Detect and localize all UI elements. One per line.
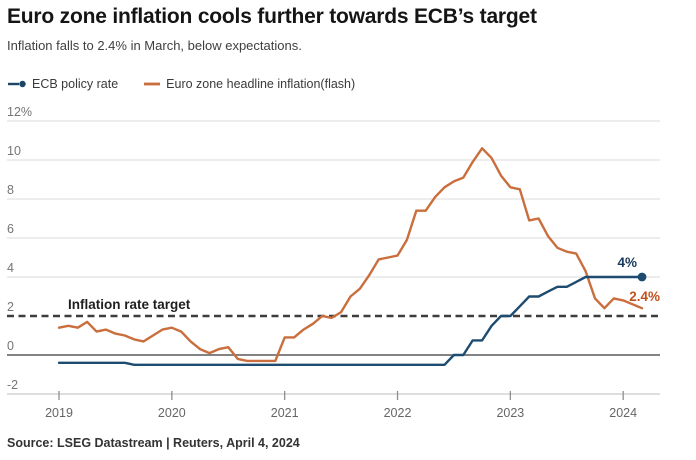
source-attribution: Source: LSEG Datastream | Reuters, April… <box>7 436 300 450</box>
legend-item-ecb-policy-rate: ECB policy rate <box>8 77 118 91</box>
x-axis-label: 2019 <box>45 406 73 420</box>
series-line-inflation <box>57 147 644 363</box>
x-axis-label: 2022 <box>384 406 412 420</box>
y-axis-label: 10 <box>7 144 21 158</box>
line-chart: 12% 10 8 6 4 2 0 -2 2019 2020 2021 2022 2023 2024 Infl… <box>7 105 660 420</box>
x-axis-label: 2024 <box>609 406 637 420</box>
y-axis-label: -2 <box>7 378 18 392</box>
inflation-target-label: Inflation rate target <box>68 297 191 312</box>
series-end-label: 2.4% <box>629 289 660 304</box>
chart-area: 12% 10 8 6 4 2 0 -2 2019 2020 2021 2022 2023 2024 Infl… <box>0 100 696 430</box>
y-axis-label: 8 <box>7 183 14 197</box>
y-axis-label: 12% <box>7 105 32 119</box>
line-marker-icon <box>144 82 161 86</box>
line-dot-marker-icon <box>8 80 26 88</box>
legend-label-inflation: Euro zone headline inflation(flash) <box>166 77 356 91</box>
legend-label-ecb-policy-rate: ECB policy rate <box>32 77 119 91</box>
y-axis-label: 0 <box>7 339 14 353</box>
legend-item-inflation: Euro zone headline inflation(flash) <box>144 77 355 91</box>
chart-legend: ECB policy rate Euro zone headline infla… <box>8 77 355 91</box>
x-axis-label: 2021 <box>271 406 299 420</box>
chart-subtitle: Inflation falls to 2.4% in March, below … <box>7 38 302 53</box>
series-end-label: 4% <box>617 255 637 270</box>
page-title: Euro zone inflation cools further toward… <box>7 5 537 28</box>
x-axis-label: 2020 <box>158 406 186 420</box>
y-axis-label: 2 <box>7 300 14 314</box>
y-axis-label: 4 <box>7 261 14 275</box>
series-end-dot <box>637 272 647 282</box>
series-line-ecb-policy-rate <box>57 275 644 366</box>
y-axis-label: 6 <box>7 222 14 236</box>
x-axis-label: 2023 <box>496 406 524 420</box>
